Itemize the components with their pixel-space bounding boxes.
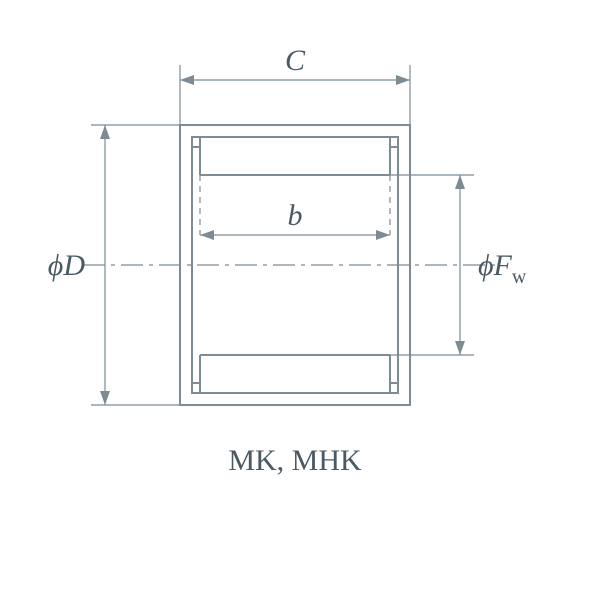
caption: MK, MHK [228,444,362,477]
label-Fw: ϕFw [478,249,527,288]
label-C: C [285,44,306,77]
label-D: ϕD [48,249,86,282]
label-b: b [288,199,303,232]
